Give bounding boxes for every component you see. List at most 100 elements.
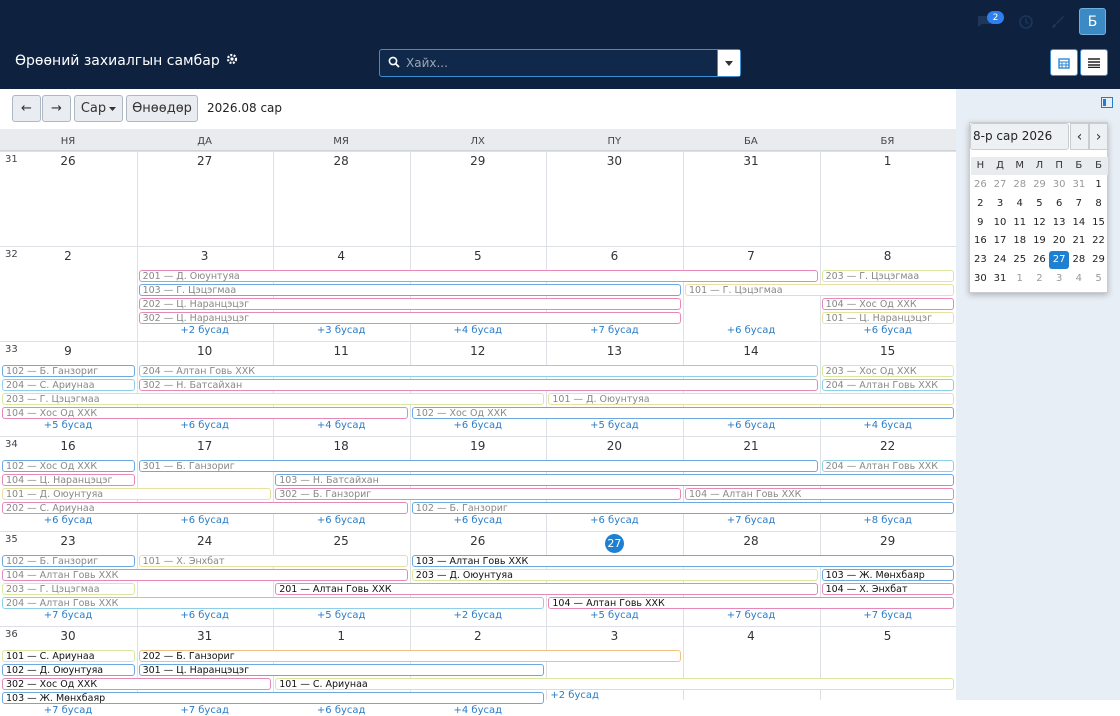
event-bar[interactable]: 302 — Н. Батсайхан (138, 379, 818, 391)
day-number[interactable]: 27 (546, 534, 682, 553)
more-link[interactable]: +6 бусад (726, 420, 776, 431)
day-number[interactable]: 15 (879, 344, 896, 358)
event-bar[interactable]: 204 — Алтан Говь ХХК (821, 460, 955, 472)
today-marker[interactable]: 27 (604, 534, 624, 553)
day-number[interactable]: 3 (610, 629, 619, 643)
day-number[interactable]: 19 (470, 439, 486, 453)
day-number[interactable]: 14 (743, 344, 759, 358)
event-bar[interactable]: 102 — Д. Оюунтуяа (2, 664, 135, 676)
view-select-button[interactable]: Сар (74, 95, 123, 122)
day-number[interactable]: 6 (610, 249, 619, 263)
mini-calendar-day[interactable]: 23 (973, 254, 987, 266)
more-link[interactable]: +4 бусад (453, 705, 503, 716)
event-bar[interactable]: 101 — С. Ариунаа (275, 678, 955, 690)
event-bar[interactable]: 203 — Г. Цэцэгмаа (2, 583, 135, 595)
mini-calendar-day[interactable]: 4 (1075, 273, 1083, 284)
more-link[interactable]: +6 бусад (180, 610, 229, 621)
day-number[interactable]: 23 (60, 534, 76, 548)
day-number[interactable]: 22 (879, 439, 896, 453)
mini-calendar-day[interactable]: 29 (1092, 254, 1105, 266)
event-bar[interactable]: 101 — С. Ариунаа (2, 650, 135, 662)
event-bar[interactable]: 104 — Алтан Говь ХХК (2, 569, 408, 581)
event-bar[interactable]: 202 — Б. Ганзориг (138, 650, 681, 662)
day-number[interactable]: 26 (470, 534, 486, 548)
day-number[interactable]: 13 (606, 344, 623, 358)
event-bar[interactable]: 103 — Н. Батсайхан (275, 474, 955, 486)
day-number[interactable]: 16 (60, 439, 76, 453)
more-link[interactable]: +6 бусад (43, 515, 93, 526)
event-bar[interactable]: 104 — Ц. Наранцэцэг (2, 474, 135, 486)
more-link[interactable]: +5 бусад (43, 420, 93, 431)
more-link[interactable]: +6 бусад (453, 515, 503, 526)
mini-calendar-day[interactable]: 18 (1013, 235, 1027, 247)
day-number[interactable]: 3 (200, 249, 209, 263)
day-number[interactable]: 30 (60, 629, 76, 643)
event-bar[interactable]: 102 — Хос Од ХХК (411, 407, 955, 419)
event-bar[interactable]: 101 — Х. Энхбат (138, 555, 408, 567)
mini-calendar-day[interactable]: 2 (1036, 273, 1043, 284)
event-bar[interactable]: 102 — Б. Ганзориг (2, 555, 135, 567)
mini-calendar-day[interactable]: 3 (996, 197, 1004, 209)
mini-calendar-day[interactable]: 6 (1055, 197, 1063, 209)
mini-calendar-day[interactable]: 5 (1095, 273, 1102, 284)
day-number[interactable]: 5 (473, 249, 482, 263)
mini-calendar-day[interactable]: 30 (973, 273, 987, 284)
mini-calendar-next-button[interactable]: › (1089, 123, 1108, 150)
mini-calendar-title[interactable]: 8-р сар 2026 (970, 123, 1069, 150)
mini-calendar-day[interactable]: 7 (1075, 197, 1083, 209)
today-button[interactable]: Өнөөдөр (126, 95, 198, 122)
day-number[interactable]: 31 (196, 629, 213, 643)
day-number[interactable]: 31 (743, 154, 759, 168)
more-link[interactable]: +2 бусад (180, 325, 229, 336)
more-link[interactable]: +7 бусад (590, 325, 639, 336)
event-bar[interactable]: 203 — Д. Оюунтуяа (411, 569, 818, 581)
more-link[interactable]: +6 бусад (180, 420, 229, 431)
day-number[interactable]: 29 (470, 154, 486, 168)
day-number[interactable]: 30 (606, 154, 623, 168)
event-bar[interactable]: 103 — Ж. Мөнхбаяр (2, 692, 545, 704)
event-bar[interactable]: 202 — С. Ариунаа (2, 502, 408, 514)
event-bar[interactable]: 302 — Б. Ганзориг (275, 488, 681, 500)
more-link[interactable]: +8 бусад (863, 515, 912, 526)
mini-calendar-day[interactable]: 28 (1072, 254, 1086, 266)
mini-calendar-day[interactable]: 1 (1016, 273, 1023, 284)
event-bar[interactable]: 102 — Хос Од ХХК (2, 460, 135, 472)
day-number[interactable]: 29 (879, 534, 896, 548)
event-bar[interactable]: 101 — Г. Цэцэгмаа (685, 284, 955, 296)
event-bar[interactable]: 102 — Б. Ганзориг (411, 502, 955, 514)
event-bar[interactable]: 301 — Б. Ганзориг (138, 460, 818, 472)
more-link[interactable]: +6 бусад (590, 515, 639, 526)
clock-icon[interactable] (1014, 10, 1038, 34)
sidebar-toggle-icon[interactable] (1101, 97, 1113, 111)
event-bar[interactable]: 103 — Алтан Говь ХХК (411, 555, 955, 567)
search-dropdown-button[interactable] (717, 50, 740, 76)
gear-icon[interactable] (226, 53, 238, 69)
mini-calendar-day[interactable]: 25 (1013, 254, 1027, 266)
mini-calendar-day[interactable]: 26 (973, 179, 987, 190)
day-number[interactable]: 2 (64, 249, 72, 263)
day-number[interactable]: 10 (196, 344, 213, 358)
search-input[interactable]: Хайх... (380, 50, 717, 76)
more-link[interactable]: +4 бусад (316, 420, 366, 431)
mini-calendar-day[interactable]: 3 (1055, 273, 1063, 284)
event-bar[interactable]: 104 — Х. Энхбат (821, 583, 955, 595)
day-number[interactable]: 17 (196, 439, 213, 453)
day-number[interactable]: 11 (333, 344, 349, 358)
day-number[interactable]: 27 (196, 154, 213, 168)
event-bar[interactable]: 101 — Д. Оюунтуяа (2, 488, 272, 500)
day-number[interactable]: 2 (473, 629, 482, 643)
day-number[interactable]: 8 (883, 249, 892, 263)
more-link[interactable]: +6 бусад (316, 705, 366, 716)
mini-calendar-day[interactable]: 24 (993, 254, 1007, 266)
mini-calendar-day[interactable]: 1 (1095, 179, 1102, 190)
event-bar[interactable]: 302 — Ц. Наранцэцэг (138, 312, 681, 324)
more-link[interactable]: +4 бусад (863, 420, 912, 431)
event-bar[interactable]: 302 — Хос Од ХХК (2, 678, 272, 690)
day-number[interactable]: 4 (337, 249, 345, 263)
day-number[interactable]: 12 (470, 344, 486, 358)
event-bar[interactable]: 104 — Хос Од ХХК (2, 407, 408, 419)
mini-calendar-day[interactable]: 28 (1013, 179, 1027, 190)
event-bar[interactable]: 104 — Хос Од ХХК (821, 298, 955, 310)
more-link[interactable]: +7 бусад (43, 610, 93, 621)
more-link[interactable]: +5 бусад (316, 610, 366, 621)
